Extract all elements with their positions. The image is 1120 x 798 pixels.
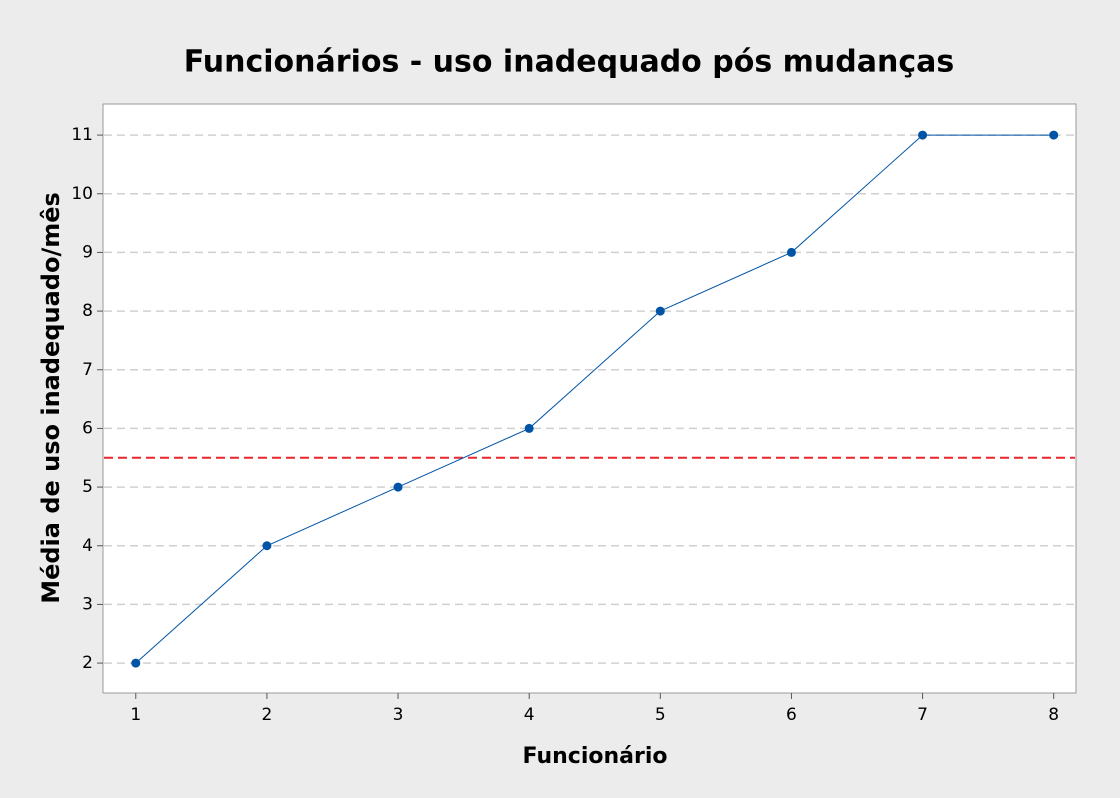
y-tick-label: 7 <box>82 360 93 380</box>
data-point <box>131 658 141 668</box>
y-tick-label: 10 <box>71 184 93 204</box>
y-tick-label: 3 <box>82 594 93 614</box>
data-point <box>1049 130 1059 140</box>
x-tick-label: 5 <box>655 705 666 725</box>
y-tick-label: 9 <box>82 242 93 262</box>
x-tick-label: 4 <box>524 705 535 725</box>
y-tick-label: 11 <box>71 125 93 145</box>
y-tick-label: 8 <box>82 301 93 321</box>
x-tick-label: 6 <box>786 705 797 725</box>
x-tick-label: 2 <box>262 705 273 725</box>
data-point <box>918 130 928 140</box>
y-tick-label: 2 <box>82 653 93 673</box>
y-tick-label: 6 <box>82 418 93 438</box>
data-point <box>786 247 796 257</box>
chart-title: Funcionários - uso inadequado pós mudanç… <box>184 45 954 80</box>
data-point <box>524 423 534 433</box>
data-point <box>262 541 272 551</box>
data-line <box>135 134 1054 664</box>
y-tick-label: 4 <box>82 536 93 556</box>
x-axis-label: Funcionário <box>523 744 668 769</box>
x-tick-label: 1 <box>130 705 141 725</box>
y-tick-label: 5 <box>82 477 93 497</box>
data-point <box>655 306 665 316</box>
x-tick-label: 3 <box>393 705 404 725</box>
x-tick-label: 7 <box>917 705 928 725</box>
plot-area <box>102 103 1077 694</box>
x-tick-label: 8 <box>1048 705 1059 725</box>
y-axis-label: Média de uso inadequado/mês <box>37 192 65 604</box>
data-point <box>393 482 403 492</box>
